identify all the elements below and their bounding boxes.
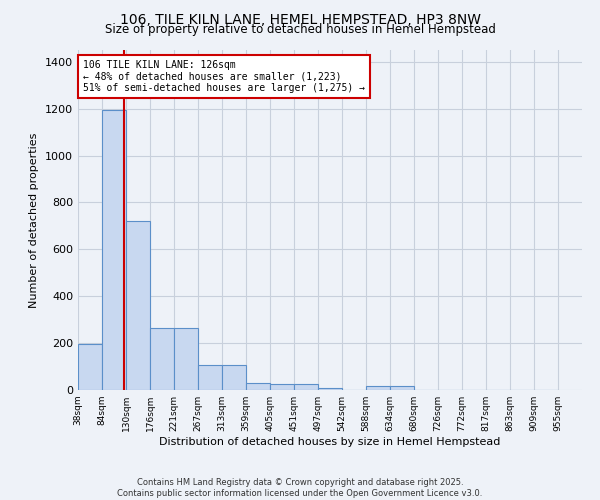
Text: 106 TILE KILN LANE: 126sqm
← 48% of detached houses are smaller (1,223)
51% of s: 106 TILE KILN LANE: 126sqm ← 48% of deta… (83, 60, 365, 94)
Bar (78, 344, 102, 390)
Bar (222, 366, 246, 390)
Bar (174, 328, 198, 390)
Bar (126, 221, 150, 390)
Text: 106, TILE KILN LANE, HEMEL HEMPSTEAD, HP3 8NW: 106, TILE KILN LANE, HEMEL HEMPSTEAD, HP… (119, 12, 481, 26)
Bar (102, 110, 126, 390)
Bar (294, 384, 318, 390)
Text: Contains HM Land Registry data © Crown copyright and database right 2025.
Contai: Contains HM Land Registry data © Crown c… (118, 478, 482, 498)
Bar (150, 328, 174, 390)
Bar (246, 383, 270, 390)
Bar (270, 384, 294, 390)
Bar (318, 388, 342, 390)
X-axis label: Distribution of detached houses by size in Hemel Hempstead: Distribution of detached houses by size … (160, 437, 500, 447)
Bar (366, 386, 390, 390)
Bar (390, 386, 414, 390)
Text: Size of property relative to detached houses in Hemel Hempstead: Size of property relative to detached ho… (104, 22, 496, 36)
Bar (198, 366, 222, 390)
Y-axis label: Number of detached properties: Number of detached properties (29, 132, 40, 308)
